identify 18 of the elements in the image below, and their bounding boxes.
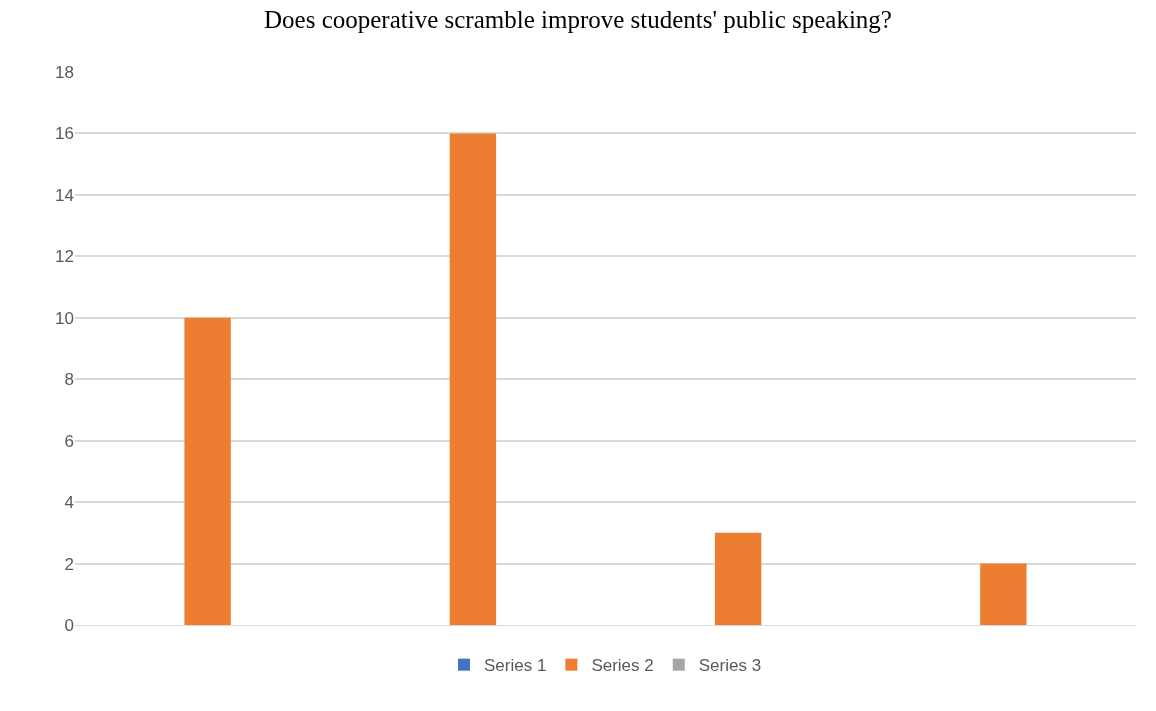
y-tick-label: 10 (55, 308, 74, 328)
bar (449, 133, 497, 625)
y-tick-label: 16 (55, 124, 74, 144)
y-tick-label: 8 (64, 370, 74, 390)
bar (184, 317, 231, 625)
legend-label: Series 1 (484, 656, 547, 676)
chart-title: Does cooperative scramble improve students' public speaking? (264, 6, 892, 34)
y-tick-label: 18 (55, 62, 74, 82)
y-tick-label: 14 (55, 185, 74, 205)
bar (714, 532, 762, 625)
legend-label: Series 2 (591, 656, 654, 676)
y-tick-label: 6 (64, 431, 74, 451)
bar (980, 563, 1027, 625)
legend-label: Series 3 (698, 656, 762, 676)
y-tick-label: 4 (64, 493, 74, 513)
y-tick-label: 2 (64, 554, 74, 574)
y-tick-label: 0 (64, 615, 74, 635)
y-tick-label: 12 (55, 247, 74, 267)
